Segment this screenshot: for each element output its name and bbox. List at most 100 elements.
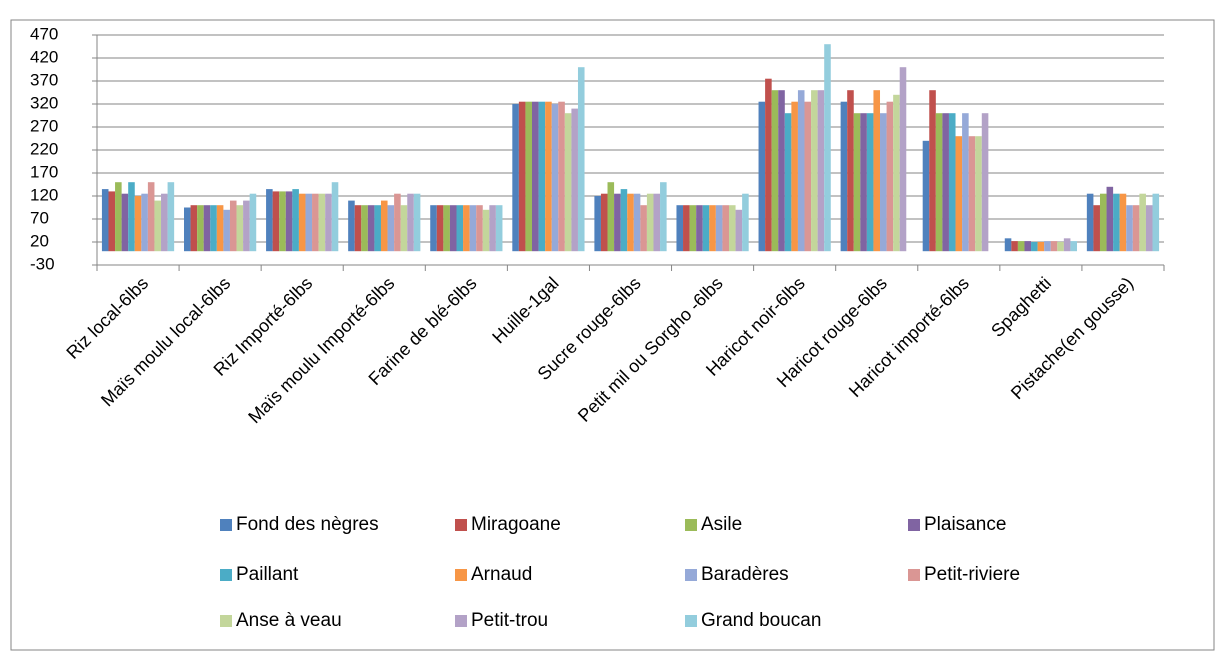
bar [735, 209, 743, 252]
bar [1126, 205, 1133, 252]
y-tick-label: -30 [30, 254, 55, 273]
bar [1139, 193, 1146, 252]
bar [229, 200, 237, 252]
legend-label: Asile [701, 514, 742, 535]
bar [696, 205, 703, 252]
y-tick-label: 420 [30, 47, 58, 66]
bar [860, 113, 867, 252]
bar [184, 207, 191, 252]
bar [975, 136, 982, 252]
bar [942, 113, 949, 252]
chart-frame [10, 19, 1215, 651]
bar [847, 90, 854, 252]
bar [620, 189, 628, 252]
legend-label: Petit-riviere [924, 564, 1020, 585]
bar [853, 113, 861, 252]
bar [512, 104, 519, 252]
legend-label: Arnaud [471, 564, 532, 585]
bar [121, 193, 129, 252]
legend-swatch [220, 519, 232, 531]
bar [407, 193, 414, 252]
legend-label: Anse à veau [236, 610, 342, 631]
bar [873, 90, 881, 252]
bar [305, 193, 313, 252]
legend-swatch [455, 615, 467, 627]
bar [108, 191, 116, 252]
y-tick-label: 20 [30, 231, 49, 250]
bar [715, 205, 723, 252]
legend-swatch [455, 519, 467, 531]
bar [489, 205, 496, 252]
bar [495, 205, 503, 252]
bar [778, 90, 785, 252]
legend-swatch [220, 615, 232, 627]
bar [1011, 241, 1018, 252]
bar [607, 182, 615, 252]
bar [880, 113, 887, 252]
bar [683, 205, 690, 252]
legend-swatch [908, 519, 920, 531]
bar [210, 205, 217, 252]
bar [443, 205, 450, 252]
bar [525, 101, 533, 252]
bar [374, 205, 381, 252]
bar [653, 193, 661, 252]
bar [640, 205, 647, 252]
bar [354, 205, 362, 252]
bar [249, 193, 257, 252]
bar [449, 205, 457, 252]
bar [154, 200, 162, 252]
bar [594, 196, 601, 252]
bar [660, 182, 667, 252]
bar [1099, 193, 1107, 252]
bar [797, 90, 805, 252]
bar [646, 193, 654, 252]
bar [571, 108, 578, 252]
bar [203, 205, 211, 252]
bar [1093, 205, 1100, 252]
bar [456, 205, 464, 252]
bar [463, 205, 470, 252]
bar [298, 193, 306, 252]
bar [134, 196, 142, 252]
bar [285, 191, 293, 252]
bar [167, 182, 175, 252]
bar [430, 205, 437, 252]
bar [197, 205, 204, 252]
bar [558, 101, 565, 252]
bar [955, 136, 963, 252]
bar [722, 205, 729, 252]
bar [272, 191, 280, 252]
bar [348, 200, 355, 252]
bar [115, 182, 122, 252]
bar [367, 205, 375, 252]
bar [292, 189, 299, 252]
bar [400, 205, 408, 252]
bar [1152, 193, 1160, 252]
bar [765, 78, 772, 252]
bar [758, 101, 766, 252]
bar [1086, 193, 1094, 252]
bar [784, 113, 792, 252]
bar [577, 67, 585, 252]
bar [532, 101, 539, 252]
bar [325, 193, 332, 252]
bar [216, 205, 224, 252]
bar [929, 90, 936, 252]
bar [840, 101, 848, 252]
bar [279, 191, 286, 252]
bar [893, 94, 900, 252]
bar [1070, 241, 1077, 252]
legend-swatch [685, 569, 697, 581]
y-tick-label: 220 [30, 139, 58, 158]
bar [1037, 242, 1045, 252]
bar [236, 205, 244, 252]
bar [1024, 241, 1032, 252]
bar [243, 200, 250, 252]
bar [824, 44, 831, 252]
bar [318, 193, 326, 252]
legend-label: Baradères [701, 564, 789, 585]
bar [380, 200, 388, 252]
y-tick-label: 470 [30, 24, 58, 43]
